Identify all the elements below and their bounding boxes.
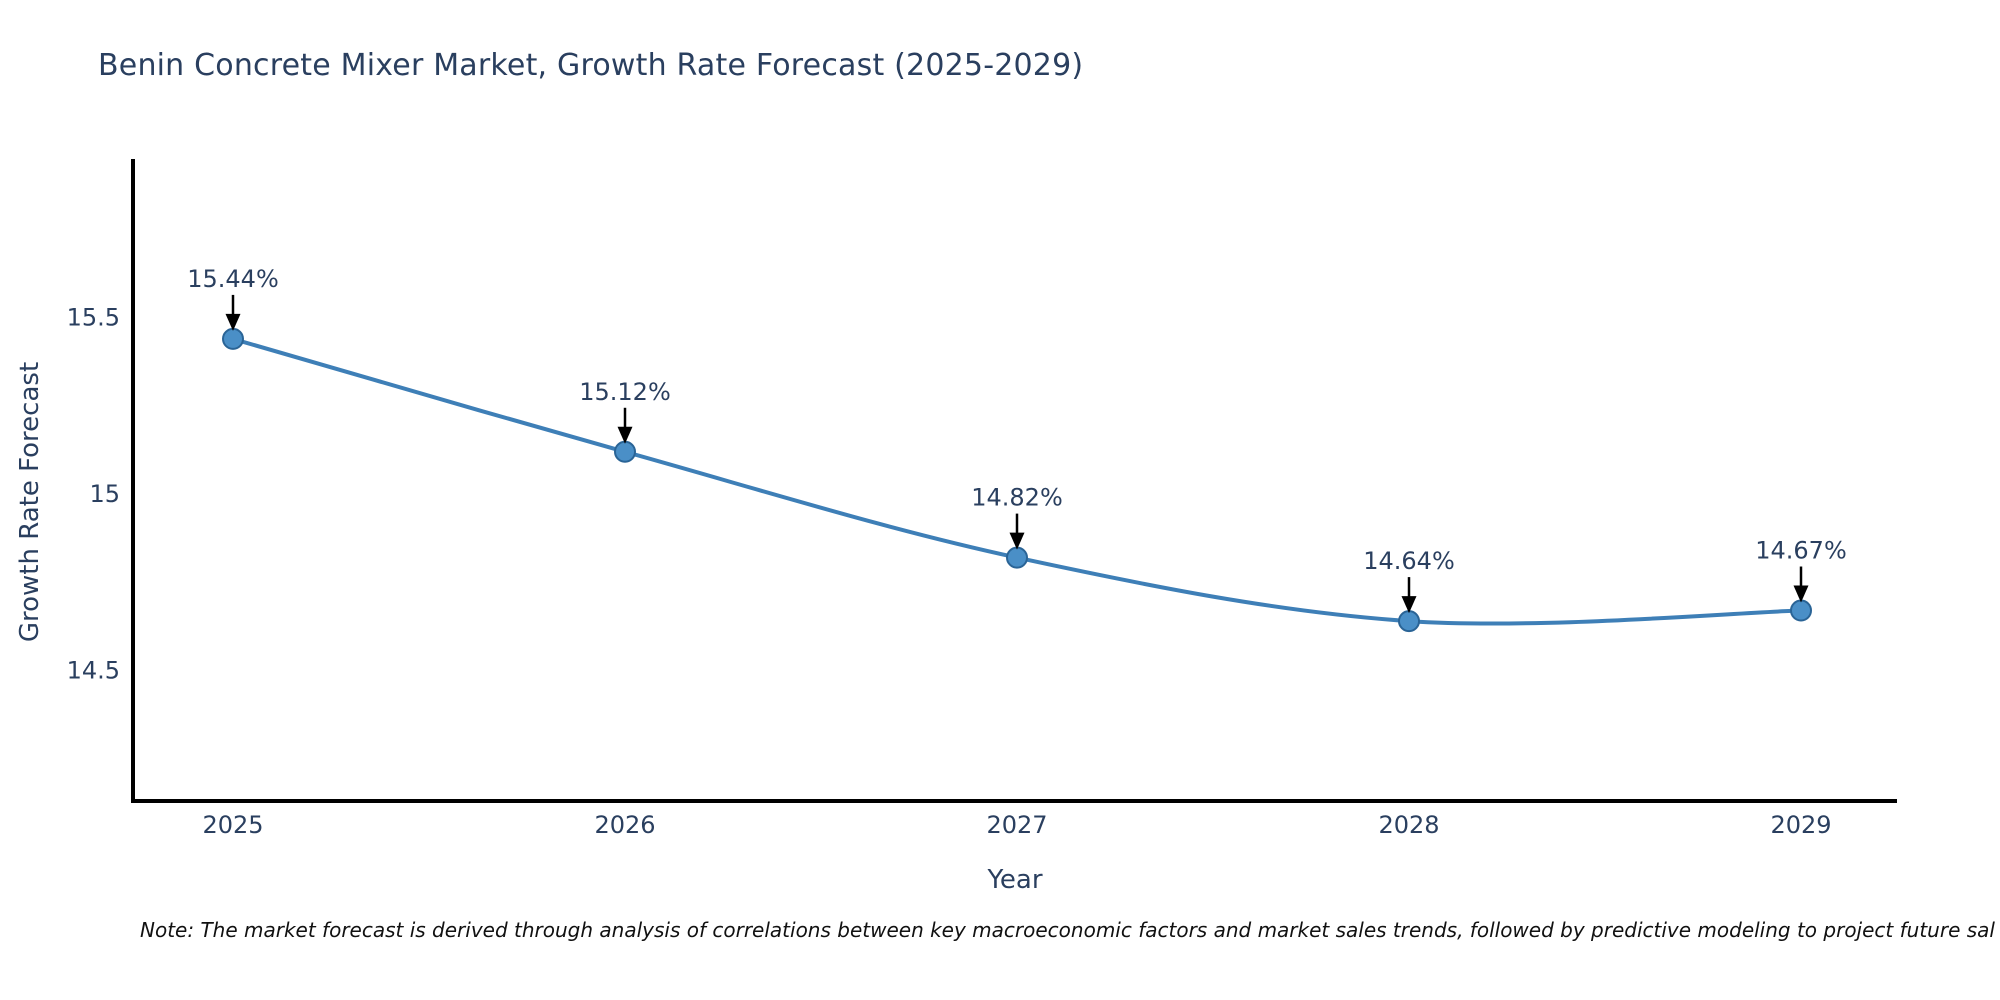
- y-axis-title: Growth Rate Forecast: [15, 362, 45, 642]
- tick-layer: 15.5 15 14.5 2025 2026 2027 2028 2029: [67, 304, 1832, 839]
- x-tick-label: 2027: [986, 811, 1047, 839]
- point-value-label: 14.82%: [971, 484, 1063, 512]
- chart-title: Benin Concrete Mixer Market, Growth Rate…: [98, 48, 1084, 83]
- data-point-marker[interactable]: [1790, 599, 1812, 622]
- annotation-arrowhead-icon: [617, 426, 633, 444]
- forecast-line: [232, 336, 1802, 626]
- annotation-arrowhead-icon: [225, 313, 241, 331]
- series-layer: [222, 327, 1812, 633]
- x-tick-label: 2028: [1378, 811, 1439, 839]
- data-point-marker[interactable]: [614, 440, 636, 463]
- point-value-label: 14.64%: [1363, 547, 1455, 575]
- annotation-arrowhead-icon: [1793, 585, 1809, 603]
- annotation-arrowhead-icon: [1401, 596, 1417, 614]
- annotation-layer: 15.44% 15.12% 14.82% 14.64% 14.67%: [187, 265, 1847, 614]
- annotation-arrowhead-icon: [1009, 532, 1025, 550]
- data-point-marker[interactable]: [222, 327, 244, 350]
- y-tick-label: 14.5: [67, 656, 120, 684]
- x-tick-label: 2026: [594, 811, 655, 839]
- y-tick-label: 15: [89, 480, 120, 508]
- point-value-label: 15.12%: [579, 378, 671, 406]
- data-point-marker[interactable]: [1006, 546, 1028, 569]
- x-tick-label: 2025: [202, 811, 263, 839]
- data-point-marker[interactable]: [1398, 610, 1420, 633]
- x-axis-title: Year: [986, 865, 1042, 895]
- point-value-label: 14.67%: [1755, 537, 1847, 565]
- y-tick-label: 15.5: [67, 304, 120, 332]
- x-tick-label: 2029: [1770, 811, 1831, 839]
- footnote: Note: The market forecast is derived thr…: [140, 918, 1995, 942]
- point-value-label: 15.44%: [187, 265, 279, 293]
